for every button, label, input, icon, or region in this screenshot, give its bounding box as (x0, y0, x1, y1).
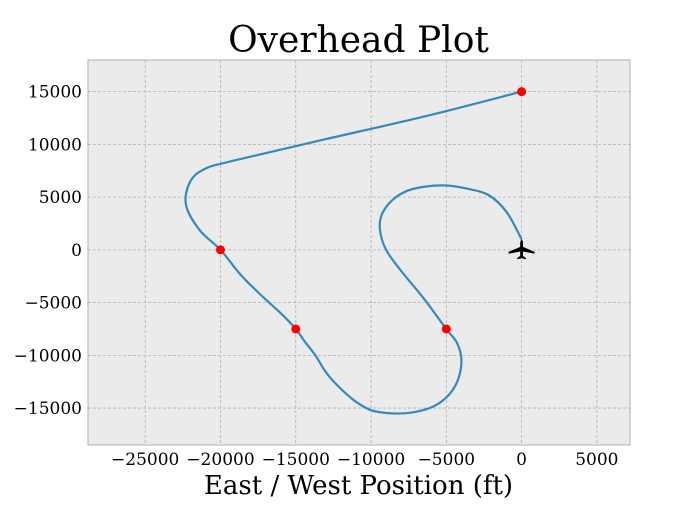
flight-path-line (184, 90, 523, 415)
aircraft-layer (508, 238, 535, 260)
x-tick-label: −15000 (262, 450, 330, 470)
x-tick-label: 0 (516, 450, 527, 470)
y-tick-label: 0 (71, 241, 82, 261)
grid (88, 60, 630, 445)
y-tick-label: 15000 (28, 83, 82, 103)
x-axis-label: East / West Position (ft) (204, 471, 513, 500)
x-tick-label: −25000 (111, 450, 179, 470)
x-tick-label: 5000 (575, 450, 618, 470)
x-tick-label: −10000 (337, 450, 405, 470)
x-tick-label: −20000 (186, 450, 254, 470)
y-tick-label: 10000 (28, 135, 82, 155)
x-tick-label: −5000 (418, 450, 476, 470)
waypoint-marker (441, 324, 451, 334)
waypoint-layer (215, 87, 527, 334)
y-tick-label: 5000 (39, 188, 82, 208)
waypoint-marker (215, 245, 225, 255)
plot-area (88, 60, 630, 445)
aircraft-body (508, 238, 535, 260)
y-tick-label: −10000 (14, 346, 82, 366)
y-tick-label: −15000 (14, 399, 82, 419)
waypoint-marker (291, 324, 301, 334)
tick-layer: −25000 −20000 −15000 −10000 −5000 0 5000 15000 1… (14, 83, 619, 470)
waypoint-marker (517, 87, 527, 97)
plot-frame (87, 59, 631, 446)
y-tick-label: −5000 (24, 294, 82, 314)
airplane-icon (508, 238, 535, 260)
chart-title: Overhead Plot (228, 20, 489, 61)
series-layer (184, 90, 523, 415)
